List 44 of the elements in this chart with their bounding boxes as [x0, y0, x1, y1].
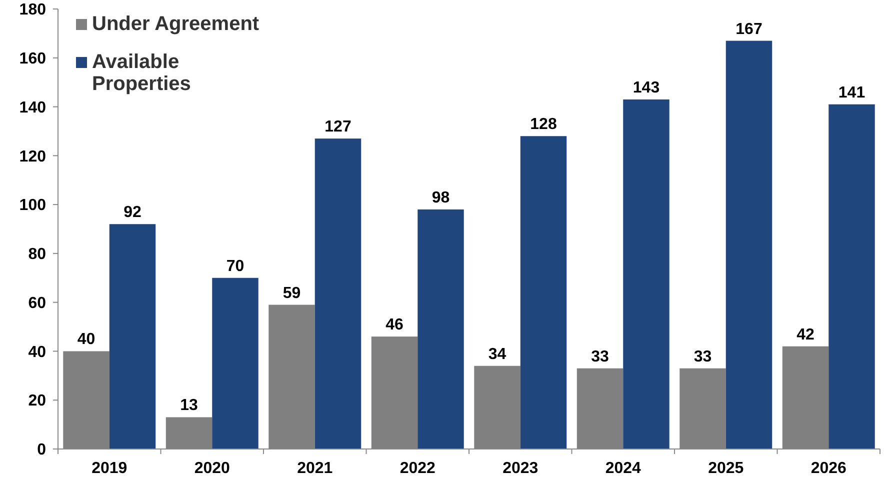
- data-label: 40: [77, 331, 96, 348]
- x-tick-label: 2022: [400, 460, 436, 477]
- legend-label: Available Properties: [92, 51, 191, 95]
- x-tick-label: 2021: [297, 460, 333, 477]
- y-tick-label: 180: [19, 2, 46, 19]
- data-label: 46: [386, 316, 404, 334]
- bar: [828, 104, 875, 449]
- y-tick-label: 100: [19, 197, 46, 214]
- data-label: 167: [736, 20, 762, 38]
- bar: [314, 138, 362, 449]
- y-tick-label: 80: [28, 246, 46, 264]
- bar: [109, 224, 156, 449]
- bar: [212, 278, 258, 449]
- data-label: 34: [488, 346, 506, 363]
- y-tick-label: 0: [37, 442, 46, 459]
- x-tick-label: 2025: [708, 460, 744, 477]
- data-label: 127: [324, 118, 352, 136]
- x-tick-label: 2019: [92, 460, 128, 477]
- data-label: 33: [694, 348, 712, 366]
- data-label: 128: [530, 116, 557, 134]
- y-tick-label: 20: [28, 392, 46, 410]
- data-label: 33: [591, 348, 610, 366]
- data-label: 13: [180, 397, 198, 414]
- x-tick-label: 2023: [502, 460, 538, 477]
- data-label: 98: [432, 189, 450, 206]
- data-label: 92: [124, 204, 142, 222]
- x-tick-label: 2020: [194, 460, 230, 477]
- y-tick-label: 40: [28, 344, 46, 361]
- bar: [623, 99, 670, 449]
- y-tick-label: 160: [19, 50, 46, 68]
- x-tick-label: 2026: [810, 460, 847, 477]
- data-label: 141: [838, 84, 866, 102]
- data-label: 143: [632, 79, 660, 96]
- y-tick-label: 60: [28, 294, 46, 312]
- bar: [418, 209, 464, 449]
- legend-label: Under Agreement: [92, 13, 260, 35]
- y-tick-label: 140: [19, 99, 46, 116]
- data-label: 42: [796, 326, 815, 344]
- bar: [520, 136, 567, 449]
- data-label: 59: [282, 284, 301, 302]
- x-tick-label: 2024: [605, 460, 642, 477]
- data-label: 70: [226, 258, 244, 275]
- y-tick-label: 120: [19, 148, 46, 166]
- bar: [726, 40, 772, 449]
